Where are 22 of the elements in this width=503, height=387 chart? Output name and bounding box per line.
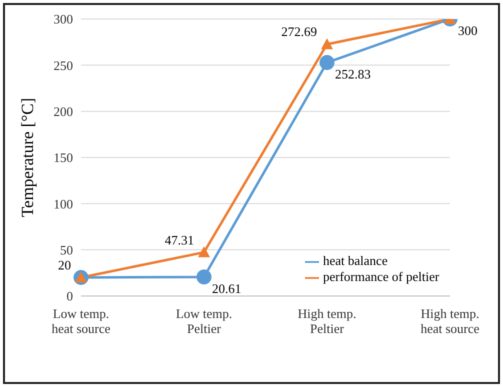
- x-tick-label: High temp. heat source: [420, 306, 480, 336]
- x-tick-label: Low temp. Peltier: [176, 306, 232, 336]
- x-tick-label: Low temp. heat source: [52, 306, 111, 336]
- point: [196, 269, 212, 284]
- y-tick-label: 200: [54, 104, 73, 119]
- data-label: 272.69: [281, 24, 317, 40]
- y-tick-label: 0: [66, 288, 73, 304]
- y-tick-label: 300: [54, 12, 73, 27]
- data-label: 47.31: [164, 232, 194, 248]
- legend-label: heat balance: [323, 253, 388, 268]
- y-tick-label: 250: [54, 58, 73, 73]
- data-label: 20.61: [212, 280, 242, 296]
- y-tick-label: 150: [54, 150, 73, 166]
- y-axis-title: Temperature [°C]: [18, 98, 38, 218]
- data-label: 252.83: [335, 66, 371, 82]
- data-label: 300: [458, 23, 478, 38]
- y-tick-label: 100: [54, 196, 73, 212]
- y-tick-label: 50: [60, 242, 73, 258]
- x-tick-label: High temp. Peltier: [298, 306, 356, 336]
- point: [198, 246, 210, 258]
- legend-label: performance of peltier: [323, 269, 440, 284]
- data-label: 20: [58, 258, 71, 273]
